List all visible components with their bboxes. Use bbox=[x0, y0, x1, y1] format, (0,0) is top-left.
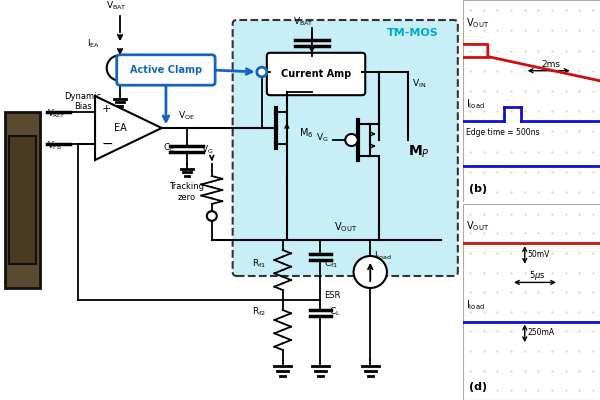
Text: +: + bbox=[101, 104, 110, 114]
Text: V$_\mathrm{G}$: V$_\mathrm{G}$ bbox=[316, 132, 329, 144]
Polygon shape bbox=[95, 96, 162, 160]
Circle shape bbox=[207, 211, 217, 221]
Text: 5$\mu$s: 5$\mu$s bbox=[529, 270, 545, 282]
Text: Tracking
zero: Tracking zero bbox=[169, 182, 204, 202]
Text: I$_\mathrm{load}$: I$_\mathrm{load}$ bbox=[466, 298, 485, 312]
FancyBboxPatch shape bbox=[233, 20, 458, 276]
Text: I$_\mathrm{load}$: I$_\mathrm{load}$ bbox=[466, 97, 485, 111]
Text: I$_\mathrm{load}$: I$_\mathrm{load}$ bbox=[374, 250, 392, 262]
Text: I$_\mathrm{EA}$: I$_\mathrm{EA}$ bbox=[87, 38, 100, 50]
Bar bbox=[5, 112, 40, 288]
Text: R$_\mathrm{f1}$: R$_\mathrm{f1}$ bbox=[252, 258, 266, 270]
Text: Edge time = 500ns: Edge time = 500ns bbox=[466, 128, 539, 137]
Text: M$_6$: M$_6$ bbox=[299, 126, 314, 140]
Text: R$_\mathrm{f2}$: R$_\mathrm{f2}$ bbox=[252, 306, 266, 318]
Text: ESR: ESR bbox=[325, 292, 341, 300]
Text: (b): (b) bbox=[469, 184, 487, 194]
Circle shape bbox=[345, 134, 358, 146]
Text: C$_\mathrm{f1}$: C$_\mathrm{f1}$ bbox=[325, 258, 338, 270]
Text: V$_\mathrm{OUT}$: V$_\mathrm{OUT}$ bbox=[466, 16, 489, 30]
Text: EA: EA bbox=[113, 123, 127, 133]
Text: V$_\mathrm{OE}$: V$_\mathrm{OE}$ bbox=[178, 110, 195, 122]
Text: V$_\mathrm{REF}$: V$_\mathrm{REF}$ bbox=[47, 108, 66, 120]
FancyBboxPatch shape bbox=[267, 53, 365, 95]
Text: Current Amp: Current Amp bbox=[281, 69, 351, 79]
Circle shape bbox=[257, 67, 267, 77]
Text: 2ms: 2ms bbox=[541, 60, 560, 69]
Text: V$_\mathrm{BAT}$: V$_\mathrm{BAT}$ bbox=[106, 0, 126, 12]
Text: 50mV: 50mV bbox=[527, 250, 550, 259]
Text: V$_\mathrm{G}$: V$_\mathrm{G}$ bbox=[202, 144, 214, 156]
Text: −: − bbox=[101, 137, 113, 151]
Text: C$_\mathrm{L}$: C$_\mathrm{L}$ bbox=[329, 306, 340, 318]
Text: V$_\mathrm{OUT}$: V$_\mathrm{OUT}$ bbox=[466, 220, 489, 234]
Text: Active Clamp: Active Clamp bbox=[130, 65, 202, 75]
Text: V$_\mathrm{FB}$: V$_\mathrm{FB}$ bbox=[47, 140, 62, 152]
Text: Dynamic
Bias: Dynamic Bias bbox=[64, 92, 101, 111]
Text: V$_\mathrm{IN}$: V$_\mathrm{IN}$ bbox=[412, 78, 426, 90]
Text: V$_\mathrm{OUT}$: V$_\mathrm{OUT}$ bbox=[334, 220, 357, 234]
Circle shape bbox=[107, 55, 133, 81]
FancyBboxPatch shape bbox=[117, 55, 215, 85]
Text: (d): (d) bbox=[469, 382, 487, 392]
Text: M$_P$: M$_P$ bbox=[408, 144, 430, 160]
Text: 250mA: 250mA bbox=[527, 328, 554, 337]
Text: C$_\mathrm{c}$: C$_\mathrm{c}$ bbox=[163, 142, 174, 154]
Circle shape bbox=[353, 256, 387, 288]
Bar bbox=[9, 136, 36, 264]
Text: TM-MOS: TM-MOS bbox=[387, 28, 439, 38]
Text: V$_\mathrm{BAT}$: V$_\mathrm{BAT}$ bbox=[293, 16, 314, 28]
